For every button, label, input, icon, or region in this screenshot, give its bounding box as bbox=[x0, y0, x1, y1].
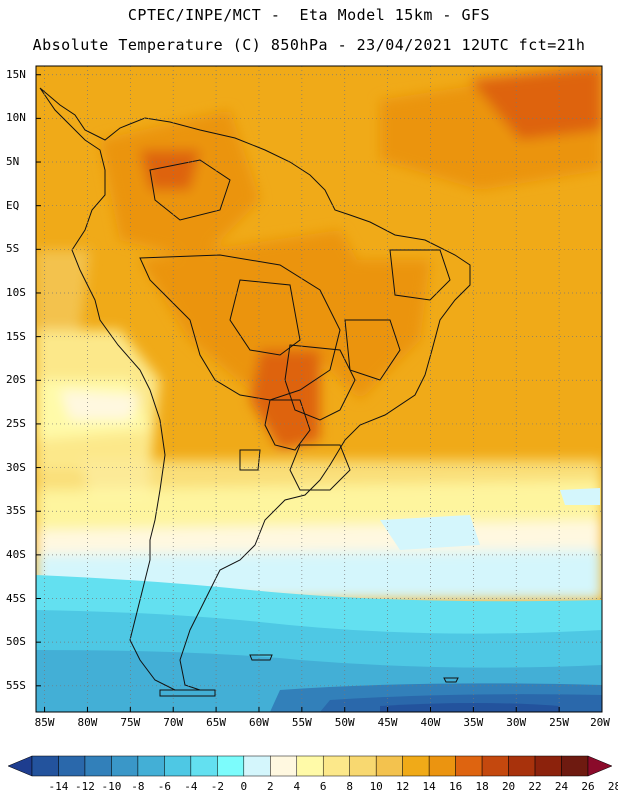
lon-label: 60W bbox=[249, 716, 269, 729]
colorbar-swatch bbox=[428, 755, 456, 777]
colorbar bbox=[7, 755, 613, 777]
lat-label: 20S bbox=[6, 373, 26, 387]
colorbar-label: -6 bbox=[157, 780, 171, 793]
colorbar-swatch bbox=[190, 755, 218, 777]
colorbar-swatch bbox=[296, 755, 324, 777]
colorbar-label: 2 bbox=[266, 780, 274, 793]
colorbar-label: 28 bbox=[607, 780, 618, 793]
chart-title-line2: Absolute Temperature (C) 850hPa - 23/04/… bbox=[32, 36, 586, 54]
colorbar-label: 26 bbox=[581, 780, 595, 793]
colorbar-swatch bbox=[561, 755, 589, 777]
colorbar-label: 12 bbox=[396, 780, 410, 793]
colorbar-swatch bbox=[137, 755, 165, 777]
colorbar-swatch bbox=[402, 755, 430, 777]
lon-label: 80W bbox=[77, 716, 98, 729]
lon-label: 40W bbox=[420, 716, 441, 729]
colorbar-label: 10 bbox=[369, 780, 383, 793]
lon-label: 85W bbox=[34, 716, 55, 729]
colorbar-swatch bbox=[31, 755, 59, 777]
colorbar-swatch bbox=[84, 755, 112, 777]
lat-label: 50S bbox=[6, 635, 26, 649]
lat-label: 45S bbox=[6, 591, 26, 605]
colorbar-swatch bbox=[58, 755, 86, 777]
lat-label: 10N bbox=[6, 111, 26, 125]
colorbar-swatch bbox=[111, 755, 139, 777]
lat-label: 15N bbox=[6, 67, 26, 81]
colorbar-label: 0 bbox=[240, 780, 248, 793]
colorbar-label: -8 bbox=[131, 780, 145, 793]
colorbar-swatch bbox=[322, 755, 350, 777]
colorbar-label: 4 bbox=[293, 780, 301, 793]
lon-label: 65W bbox=[206, 716, 227, 729]
chart-title-line1: CPTEC/INPE/MCT - Eta Model 15km - GFS bbox=[127, 6, 491, 24]
colorbar-label: -14 bbox=[48, 780, 69, 793]
lat-label: 15S bbox=[6, 329, 26, 343]
lon-label: 35W bbox=[463, 716, 484, 729]
colorbar-label: 8 bbox=[346, 780, 354, 793]
lat-label: 10S bbox=[6, 285, 26, 299]
lon-label: 70W bbox=[163, 716, 184, 729]
colorbar-swatch bbox=[508, 755, 536, 777]
colorbar-label: 16 bbox=[448, 780, 463, 793]
colorbar-low-arrow bbox=[7, 755, 33, 777]
coastlines bbox=[39, 87, 471, 697]
lon-label: 30W bbox=[506, 716, 527, 729]
lat-label: 5N bbox=[6, 155, 20, 169]
colorbar-swatch bbox=[481, 755, 509, 777]
colorbar-label: -2 bbox=[210, 780, 224, 793]
lon-label: 55W bbox=[291, 716, 312, 729]
colorbar-label: -12 bbox=[75, 780, 95, 793]
colorbar-swatch bbox=[375, 755, 403, 777]
map-frame bbox=[35, 65, 603, 713]
colorbar-swatch bbox=[164, 755, 192, 777]
lon-label: 45W bbox=[377, 716, 398, 729]
lat-label: EQ bbox=[6, 198, 20, 212]
lon-label: 50W bbox=[334, 716, 355, 729]
colorbar-swatch bbox=[534, 755, 562, 777]
colorbar-high-arrow bbox=[587, 755, 613, 777]
colorbar-swatch bbox=[349, 755, 377, 777]
lat-label: 35S bbox=[6, 504, 26, 518]
colorbar-swatch bbox=[455, 755, 483, 777]
colorbar-swatch bbox=[217, 755, 245, 777]
colorbar-label: 24 bbox=[554, 780, 569, 793]
lon-label: 25W bbox=[549, 716, 570, 729]
lat-label: 25S bbox=[6, 416, 26, 430]
colorbar-label: 22 bbox=[528, 780, 542, 793]
temperature-field bbox=[36, 66, 602, 712]
colorbar-swatch bbox=[243, 755, 271, 777]
lat-label: 5S bbox=[6, 242, 20, 256]
axis-ticks bbox=[36, 74, 603, 712]
colorbar-label: -4 bbox=[184, 780, 198, 793]
lat-label: 40S bbox=[6, 547, 26, 561]
lat-label: 30S bbox=[6, 460, 26, 474]
colorbar-label: 20 bbox=[501, 780, 516, 793]
colorbar-swatch bbox=[270, 755, 298, 777]
lon-label: 75W bbox=[120, 716, 141, 729]
colorbar-label: 18 bbox=[475, 780, 489, 793]
lon-label: 20W bbox=[590, 716, 610, 729]
colorbar-label: 14 bbox=[422, 780, 436, 793]
colorbar-label: 6 bbox=[319, 780, 327, 793]
colorbar-label: -10 bbox=[101, 780, 122, 793]
lat-label: 55S bbox=[6, 678, 26, 692]
